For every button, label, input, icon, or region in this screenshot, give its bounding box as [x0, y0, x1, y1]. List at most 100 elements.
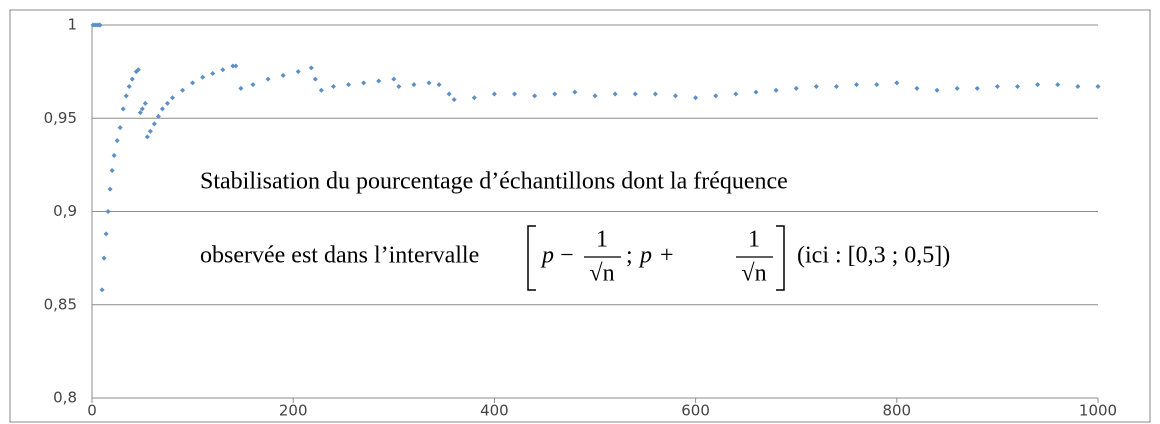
x-tick-label: 200	[279, 402, 308, 420]
annotation: Stabilisation du pourcentage d’échantill…	[200, 169, 950, 291]
point	[137, 110, 143, 116]
y-tick-label: 0,8	[53, 389, 77, 407]
bracket	[527, 225, 785, 291]
point	[126, 84, 132, 90]
frame	[9, 9, 1151, 423]
y-tick-label: 0,85	[44, 295, 77, 313]
point	[376, 78, 382, 84]
point	[159, 106, 165, 112]
y-tick-label: 0,9	[53, 202, 77, 220]
point	[1015, 84, 1021, 90]
x-tick-label: 1000	[1079, 402, 1117, 420]
point	[994, 84, 1000, 90]
annotation-line: Stabilisation du pourcentage d’échantill…	[200, 169, 788, 195]
point	[773, 87, 779, 93]
point	[572, 89, 578, 95]
point	[180, 87, 186, 93]
point	[330, 84, 336, 90]
point	[105, 209, 111, 214]
point	[238, 85, 244, 91]
point	[491, 91, 497, 97]
point	[612, 91, 618, 97]
x-tick-label: 400	[480, 402, 509, 420]
point	[107, 186, 113, 192]
point	[111, 153, 117, 159]
point	[142, 100, 148, 106]
point	[874, 82, 880, 88]
y-tick-label: 1	[67, 16, 77, 34]
point	[396, 84, 402, 90]
point	[753, 89, 759, 95]
point	[135, 67, 141, 73]
point	[169, 95, 175, 101]
point	[123, 93, 129, 99]
formula-part: √n	[741, 261, 766, 287]
annotation-line: observée est dans l’intervalle	[200, 243, 479, 269]
point	[436, 82, 442, 88]
point	[308, 65, 314, 71]
x-tick-label: 0	[87, 402, 97, 420]
point	[426, 80, 432, 86]
point	[318, 87, 324, 93]
point	[974, 85, 980, 91]
point	[713, 93, 719, 99]
point	[114, 138, 120, 144]
point	[361, 80, 367, 86]
annotation-note: (ici : [0,3 ; 0,5])	[797, 243, 950, 269]
point	[155, 113, 161, 119]
point	[652, 91, 658, 97]
point	[295, 69, 301, 75]
point	[471, 95, 477, 101]
point	[672, 93, 678, 99]
point	[733, 91, 739, 97]
point	[280, 72, 286, 78]
point	[97, 22, 103, 28]
point	[954, 85, 960, 91]
point	[914, 85, 920, 91]
formula-part: p	[540, 243, 554, 269]
formula-part: 1	[748, 227, 760, 253]
point	[109, 167, 115, 173]
point	[144, 134, 150, 140]
formula-part: +	[660, 243, 674, 269]
point	[99, 287, 105, 293]
point	[854, 82, 860, 88]
point	[1075, 84, 1081, 90]
point	[151, 121, 157, 127]
point	[265, 76, 271, 82]
formula-part: √n	[589, 261, 614, 287]
point	[190, 80, 196, 86]
point	[451, 97, 457, 103]
point	[103, 231, 109, 237]
point	[230, 63, 236, 69]
point	[200, 74, 206, 80]
point	[592, 93, 598, 99]
point	[139, 106, 145, 112]
point	[411, 82, 417, 88]
point	[894, 80, 900, 86]
point	[164, 100, 170, 106]
formula-part: p	[638, 243, 652, 269]
point	[1095, 84, 1101, 90]
x-tick-label: 800	[882, 402, 911, 420]
point	[693, 95, 699, 101]
point	[512, 91, 518, 97]
point	[129, 76, 135, 82]
point	[101, 255, 107, 261]
point	[346, 82, 352, 88]
point	[147, 128, 153, 134]
point	[813, 84, 819, 90]
point	[552, 91, 558, 97]
point	[117, 125, 123, 131]
point	[120, 106, 126, 112]
point	[1035, 82, 1041, 88]
point	[793, 85, 799, 91]
y-tick-label: 0,95	[44, 109, 77, 127]
point	[233, 63, 239, 69]
point	[446, 91, 452, 97]
point	[312, 76, 318, 82]
formula-part: ;	[626, 243, 633, 269]
point	[210, 70, 216, 76]
point	[833, 84, 839, 90]
